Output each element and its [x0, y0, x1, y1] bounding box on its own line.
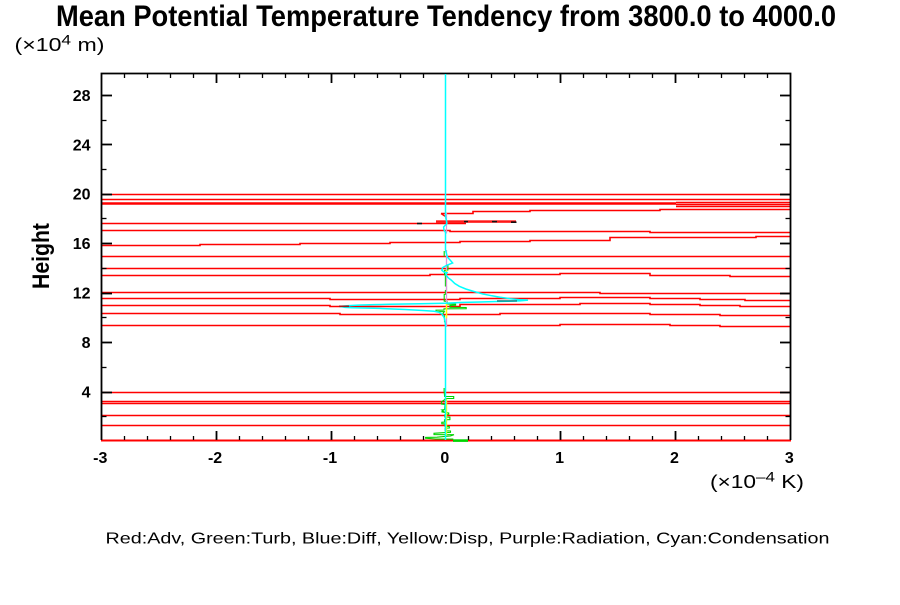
svg-text:12: 12: [73, 286, 91, 303]
svg-text:(×10–4 K): (×10 –4 K): [710, 470, 804, 493]
svg-text:-2: -2: [208, 450, 222, 467]
svg-text:-3: -3: [93, 450, 107, 467]
svg-text:Red:Adv, Green:Turb, Blue:Diff: Red:Adv, Green:Turb, Blue:Diff, Yellow:D…: [106, 531, 830, 548]
svg-text:4: 4: [82, 385, 91, 402]
svg-text:16: 16: [73, 236, 91, 253]
svg-text:2: 2: [670, 450, 679, 467]
svg-text:24: 24: [73, 137, 91, 154]
svg-text:1: 1: [555, 450, 564, 467]
svg-text:28: 28: [73, 88, 91, 105]
svg-text:3: 3: [785, 450, 794, 467]
svg-text:(×104 m): (×10 4 m): [15, 33, 105, 56]
svg-text:0: 0: [440, 450, 449, 467]
svg-text:20: 20: [73, 187, 91, 204]
svg-text:Height: Height: [28, 223, 55, 289]
svg-text:-1: -1: [323, 450, 337, 467]
svg-text:Mean Potential Temperature Ten: Mean Potential Temperature Tendency from…: [56, 0, 836, 33]
svg-text:8: 8: [82, 335, 91, 352]
